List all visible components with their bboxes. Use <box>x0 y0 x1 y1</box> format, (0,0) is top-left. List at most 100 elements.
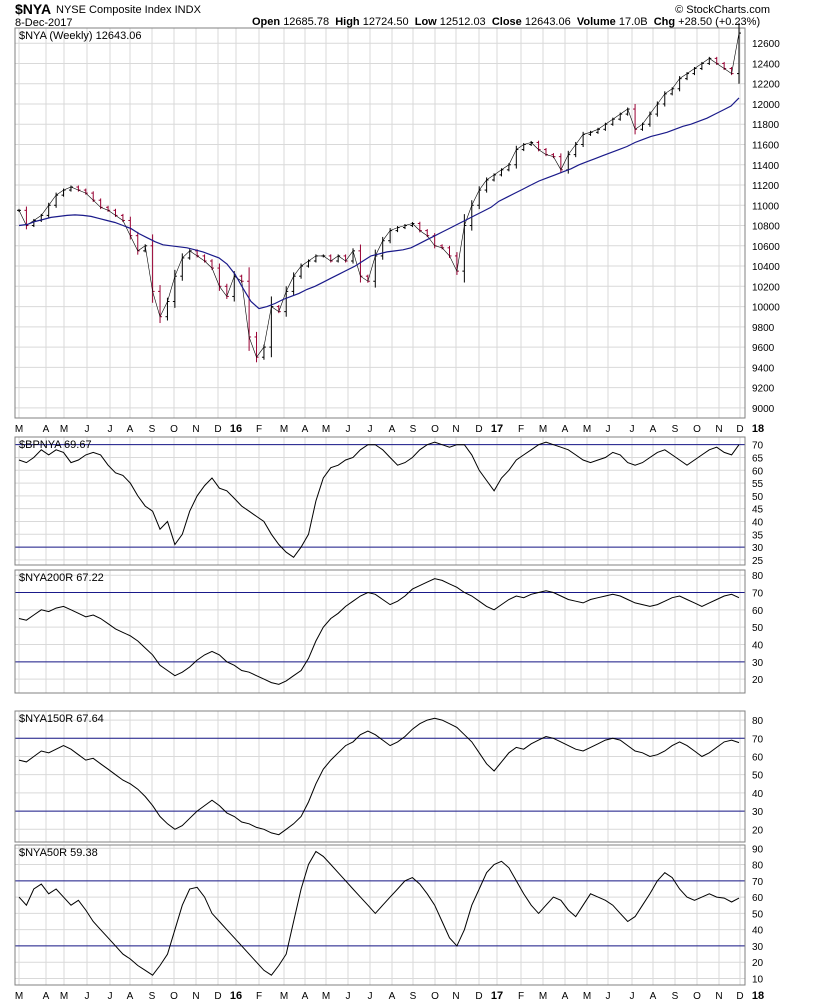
ohlc-summary: Open 12685.78 High 12724.50 Low 12512.03… <box>252 16 760 28</box>
y-tick-label: 9000 <box>752 404 775 415</box>
x-tick-label: M <box>322 991 330 1000</box>
x-tick-label: 17 <box>491 423 503 435</box>
x-tick-label: 16 <box>230 990 242 1000</box>
y-tick-label: 70 <box>752 877 764 888</box>
y-tick-label: 12400 <box>752 59 780 70</box>
panel-title: $NYA150R 67.64 <box>19 713 104 725</box>
panel-title: $BPNYA 69.67 <box>19 439 92 451</box>
x-tick-label: O <box>170 424 178 435</box>
y-tick-label: 20 <box>752 675 764 686</box>
y-tick-label: 80 <box>752 861 764 872</box>
x-tick-label: S <box>410 424 417 435</box>
y-tick-label: 10 <box>752 974 764 985</box>
x-tick-label: A <box>562 424 569 435</box>
y-tick-label: 30 <box>752 658 764 669</box>
x-tick-label: A <box>389 424 396 435</box>
x-tick-label: M <box>583 424 591 435</box>
y-tick-label: 70 <box>752 589 764 600</box>
y-tick-label: 10200 <box>752 282 780 293</box>
indicator-line <box>18 578 740 685</box>
y-tick-label: 10400 <box>752 262 780 273</box>
x-tick-label: S <box>410 991 417 1000</box>
x-tick-label: M <box>15 424 23 435</box>
y-tick-label: 65 <box>752 453 764 464</box>
x-tick-label: A <box>562 991 569 1000</box>
x-tick-label: N <box>452 424 459 435</box>
x-tick-label: N <box>715 424 722 435</box>
y-tick-label: 90 <box>752 844 764 855</box>
x-tick-label: S <box>149 424 156 435</box>
x-tick-label: J <box>630 424 635 435</box>
volume-value: 17.0B <box>618 16 648 28</box>
y-tick-label: 10800 <box>752 222 780 233</box>
x-tick-label: D <box>475 991 482 1000</box>
y-tick-label: 50 <box>752 623 764 634</box>
x-tick-label: J <box>346 991 351 1000</box>
symbol-title: $NYA <box>15 1 52 17</box>
x-tick-label: F <box>518 991 524 1000</box>
y-tick-label: 50 <box>752 909 764 920</box>
indicator-line <box>18 717 740 836</box>
indicator-line <box>18 850 740 976</box>
y-tick-label: 30 <box>752 543 764 554</box>
chart-date: 8-Dec-2017 <box>15 17 73 29</box>
x-tick-label: J <box>630 991 635 1000</box>
x-tick-label: O <box>693 424 701 435</box>
y-tick-label: 9800 <box>752 323 775 334</box>
y-tick-label: 40 <box>752 926 764 937</box>
y-tick-label: 11800 <box>752 120 780 131</box>
x-tick-label: D <box>736 424 743 435</box>
y-tick-label: 55 <box>752 479 764 490</box>
x-tick-label: M <box>60 424 68 435</box>
x-tick-label: D <box>214 991 221 1000</box>
x-tick-label: M <box>322 424 330 435</box>
panel-frame <box>14 569 746 694</box>
y-tick-label: 60 <box>752 752 764 763</box>
high-label: High <box>335 16 360 28</box>
y-tick-label: 40 <box>752 640 764 651</box>
x-tick-label: N <box>192 424 199 435</box>
x-tick-label: F <box>518 424 524 435</box>
x-tick-label: N <box>452 991 459 1000</box>
volume-label: Volume <box>576 16 616 28</box>
y-tick-label: 70 <box>752 441 764 452</box>
x-tick-label: D <box>214 424 221 435</box>
x-tick-label: J <box>368 991 373 1000</box>
x-tick-label: D <box>736 991 743 1000</box>
y-tick-label: 20 <box>752 958 764 969</box>
panel-frame <box>14 27 746 419</box>
x-tick-label: S <box>672 424 679 435</box>
x-tick-label: J <box>85 424 90 435</box>
y-tick-label: 11000 <box>752 201 780 212</box>
y-tick-label: 9400 <box>752 363 775 374</box>
indicator-line <box>18 441 740 558</box>
x-tick-label: M <box>280 991 288 1000</box>
low-value: 12512.03 <box>439 16 486 28</box>
index-full-name: NYSE Composite Index <box>56 4 172 16</box>
x-tick-label: J <box>85 991 90 1000</box>
x-tick-label: M <box>583 991 591 1000</box>
panel-title: $NYA50R 59.38 <box>19 847 98 859</box>
x-tick-label: F <box>256 424 262 435</box>
y-tick-label: 30 <box>752 942 764 953</box>
x-tick-label: O <box>693 991 701 1000</box>
panel-title: $NYA (Weekly) 12643.06 <box>19 30 142 42</box>
x-tick-label: 16 <box>230 423 242 435</box>
open-value: 12685.78 <box>283 16 330 28</box>
panel-frame <box>14 436 746 566</box>
close-label: Close <box>491 16 522 28</box>
y-tick-label: 40 <box>752 789 764 800</box>
x-tick-label: J <box>346 424 351 435</box>
y-tick-label: 20 <box>752 825 764 836</box>
y-tick-label: 50 <box>752 771 764 782</box>
y-tick-label: 9200 <box>752 384 775 395</box>
y-tick-label: 11200 <box>752 181 780 192</box>
x-tick-label: 17 <box>491 990 503 1000</box>
x-tick-label: F <box>256 991 262 1000</box>
moving-average-line <box>18 97 740 310</box>
y-tick-label: 11600 <box>752 140 780 151</box>
y-tick-label: 60 <box>752 893 764 904</box>
stockcharts-brand: © StockCharts.com <box>675 4 770 16</box>
y-tick-label: 9600 <box>752 343 775 354</box>
